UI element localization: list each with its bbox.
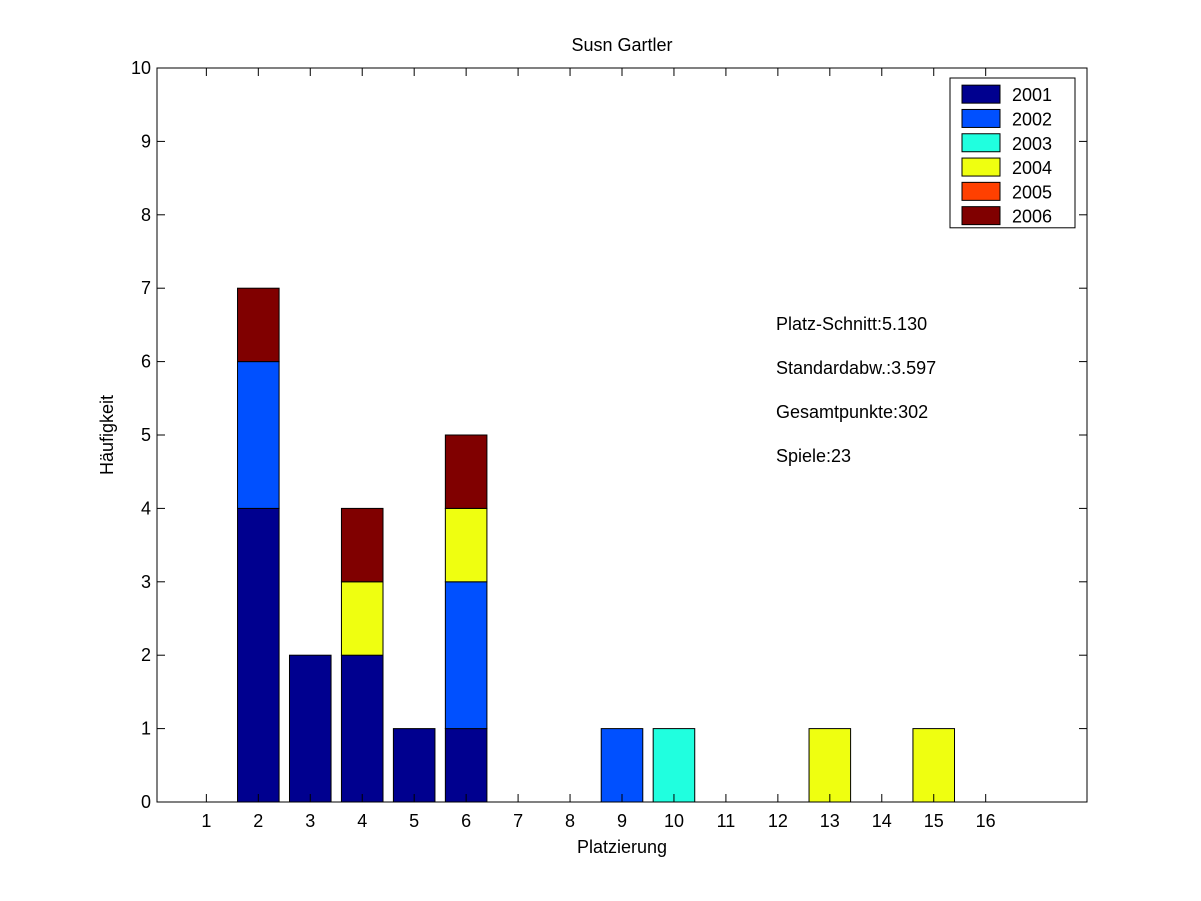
bar-segment-2002-platz-2: [237, 361, 280, 509]
x-tick-label: 3: [305, 811, 315, 831]
bar-segment-2001-platz-4: [340, 654, 384, 803]
bar-segment-2001-platz-5: [392, 728, 436, 803]
y-tick-label: 4: [141, 498, 151, 518]
legend-swatch-2004: [961, 157, 1001, 177]
bar-segment-2004-platz-6: [444, 507, 488, 583]
x-tick-label: 16: [976, 811, 996, 831]
x-tick-label: 5: [409, 811, 419, 831]
legend-label-2005: 2005: [1012, 182, 1052, 202]
legend: 2001 2002 2003 2004 2005 2006: [949, 77, 1076, 229]
x-tick-label: 15: [924, 811, 944, 831]
x-axis-label: Platzierung: [577, 837, 667, 857]
annotation-spiele: Spiele:23: [776, 446, 851, 466]
legend-label-2001: 2001: [1012, 85, 1052, 105]
annotation-standardabw: Standardabw.:3.597: [776, 358, 936, 378]
x-tick-label: 13: [820, 811, 840, 831]
y-tick-label: 1: [141, 719, 151, 739]
ticks-layer: [157, 67, 1087, 803]
x-tick-label: 2: [253, 811, 263, 831]
annotation-gesamtpunkte: Gesamtpunkte:302: [776, 402, 928, 422]
legend-swatch-2001: [961, 84, 1001, 104]
y-tick-label: 9: [141, 131, 151, 151]
bar-segment-2006-platz-6: [444, 434, 488, 509]
legend-swatch-2005: [961, 181, 1001, 201]
x-tick-label: 1: [201, 811, 211, 831]
y-tick-label: 5: [141, 425, 151, 445]
legend-label-2004: 2004: [1012, 158, 1052, 178]
annotations-layer: Platz-Schnitt:5.130 Standardabw.:3.597 G…: [776, 314, 936, 466]
annotation-platz-schnitt: Platz-Schnitt:5.130: [776, 314, 927, 334]
legend-swatch-2002: [961, 108, 1001, 128]
bars-layer: [237, 287, 956, 803]
x-tick-label: 14: [872, 811, 892, 831]
bar-segment-2006-platz-2: [237, 287, 280, 363]
y-axis-label: Häufigkeit: [97, 395, 117, 475]
x-tick-label: 4: [357, 811, 367, 831]
legend-label-2002: 2002: [1012, 109, 1052, 129]
x-tick-label: 11: [717, 811, 736, 831]
y-tick-label: 2: [141, 645, 151, 665]
y-tick-label: 6: [141, 352, 151, 372]
x-tick-label: 6: [461, 811, 471, 831]
y-tick-label: 7: [141, 278, 151, 298]
legend-swatch-2003: [961, 133, 1001, 153]
bar-segment-2001-platz-2: [237, 507, 280, 803]
legend-swatch-2006: [961, 206, 1001, 226]
bar-segment-2006-platz-4: [340, 507, 384, 583]
bar-segment-2004-platz-13: [808, 728, 852, 803]
x-tick-label: 8: [565, 811, 575, 831]
y-tick-label: 10: [131, 58, 151, 78]
bar-segment-2004-platz-15: [912, 728, 956, 803]
bar-segment-2001-platz-6: [444, 728, 488, 803]
bar-segment-2002-platz-9: [600, 728, 644, 803]
y-tick-label: 3: [141, 572, 151, 592]
y-tick-label: 0: [141, 792, 151, 812]
bar-segment-2003-platz-10: [652, 728, 696, 803]
bar-segment-2004-platz-4: [340, 581, 384, 656]
chart-title: Susn Gartler: [571, 35, 672, 55]
bar-segment-2001-platz-3: [288, 654, 332, 803]
x-tick-label: 12: [768, 811, 788, 831]
legend-label-2006: 2006: [1012, 207, 1052, 227]
y-tick-label: 8: [141, 205, 151, 225]
legend-label-2003: 2003: [1012, 134, 1052, 154]
x-tick-label: 9: [617, 811, 627, 831]
x-tick-label: 7: [513, 811, 523, 831]
bar-segment-2002-platz-6: [444, 581, 488, 730]
x-tick-label: 10: [664, 811, 684, 831]
